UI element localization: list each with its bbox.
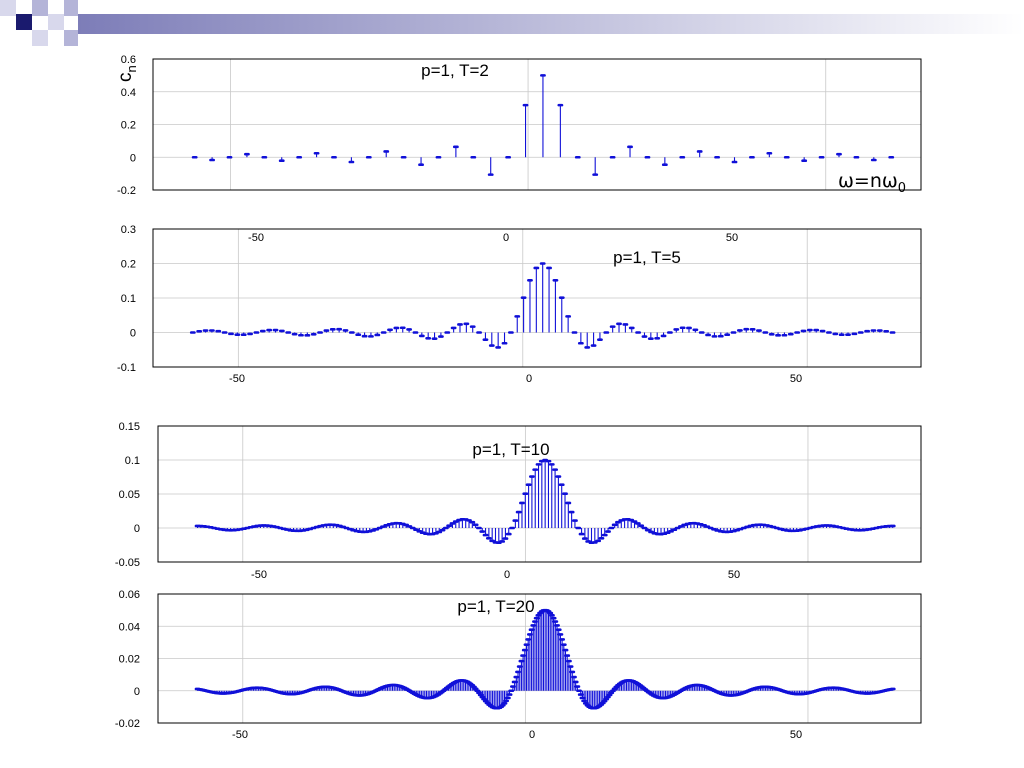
y-tick-label: -0.05 bbox=[115, 557, 140, 569]
chart-panel-3: -0.05 0 0.05 0.1 0.15 -50 0 50 p=1, T=10 bbox=[115, 421, 922, 581]
x-tick-label: -50 bbox=[232, 729, 248, 741]
y-tick-label: 0.1 bbox=[121, 293, 136, 305]
x-tick-label: 50 bbox=[726, 232, 738, 244]
x-axis-label-subscript: 0 bbox=[898, 181, 906, 196]
chart-panel-1: -0.2 0 0.2 0.4 0.6 -50 0 50 p=1, T=2 cn ω=nω0 bbox=[115, 54, 922, 244]
y-tick-label: -0.02 bbox=[115, 718, 140, 730]
y-tick-label: 0.6 bbox=[121, 54, 136, 66]
y-tick-label: 0 bbox=[130, 328, 136, 340]
x-tick-label: -50 bbox=[248, 232, 264, 244]
y-tick-label: -0.1 bbox=[117, 362, 136, 374]
plot-frame bbox=[152, 58, 922, 191]
x-tick-label: 0 bbox=[503, 232, 509, 244]
y-tick-label: 0.06 bbox=[119, 589, 140, 601]
x-tick-label: 0 bbox=[526, 373, 532, 385]
slide-decoration bbox=[0, 0, 1024, 46]
y-tick-label: 0.3 bbox=[121, 224, 136, 236]
y-tick-label: 0 bbox=[134, 523, 140, 535]
decor-bar bbox=[78, 14, 1024, 34]
y-tick-label: 0.05 bbox=[119, 489, 140, 501]
y-tick-label: -0.2 bbox=[117, 185, 136, 197]
x-tick-label: 0 bbox=[529, 729, 535, 741]
x-tick-label: -50 bbox=[229, 373, 245, 385]
decor-square bbox=[64, 0, 78, 16]
x-axis-label: ω=nω0 bbox=[838, 170, 906, 196]
y-tick-label: 0.1 bbox=[125, 455, 140, 467]
x-tick-label: 50 bbox=[728, 569, 740, 581]
y-tick-label: 0.02 bbox=[119, 654, 140, 666]
panel-annotation: p=1, T=2 bbox=[421, 61, 489, 80]
panel-annotation: p=1, T=5 bbox=[613, 248, 681, 267]
y-axis-label: cn bbox=[115, 65, 139, 82]
x-tick-label: 0 bbox=[504, 569, 510, 581]
panel-annotation: p=1, T=10 bbox=[472, 440, 549, 459]
y-tick-label: 0.2 bbox=[121, 259, 136, 271]
x-tick-label: 50 bbox=[790, 729, 802, 741]
decor-square bbox=[64, 30, 78, 46]
plot-frame bbox=[157, 593, 922, 724]
x-tick-label: 50 bbox=[790, 373, 802, 385]
x-tick-label: -50 bbox=[251, 569, 267, 581]
y-tick-label: 0.2 bbox=[121, 120, 136, 132]
y-tick-label: 0.04 bbox=[119, 621, 140, 633]
decor-square bbox=[32, 30, 48, 46]
y-tick-label: 0.15 bbox=[119, 421, 140, 433]
y-tick-label: 0 bbox=[130, 152, 136, 164]
panel-annotation: p=1, T=20 bbox=[457, 597, 534, 616]
decor-square bbox=[32, 0, 48, 16]
chart-panel-4: -0.02 0 0.02 0.04 0.06 -50 0 50 p=1, T=20 bbox=[115, 589, 922, 741]
y-tick-label: 0 bbox=[134, 686, 140, 698]
chart-panel-2: -0.1 0 0.1 0.2 0.3 -50 0 50 p=1, T=5 bbox=[117, 224, 922, 385]
plot-frame bbox=[152, 228, 922, 368]
y-axis-label-subscript: n bbox=[124, 65, 139, 72]
y-tick-label: 0.4 bbox=[121, 87, 136, 99]
decor-square bbox=[48, 14, 64, 30]
plot-frame bbox=[157, 425, 922, 563]
decor-square bbox=[0, 0, 16, 16]
decor-square bbox=[16, 14, 32, 30]
